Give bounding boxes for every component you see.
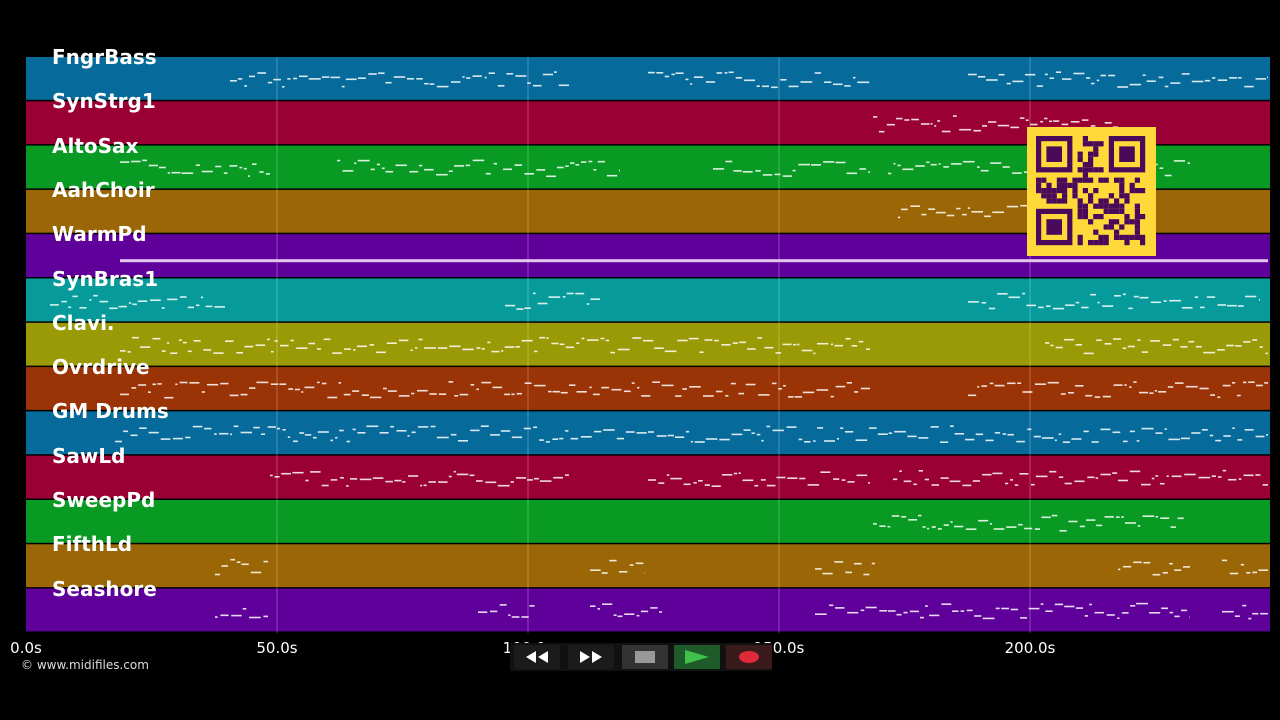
note-group [120,159,270,177]
note-group [215,608,268,619]
time-tick-label: 50.0s [256,639,298,657]
note-group [50,294,225,310]
note-group [968,381,1268,399]
track-lane [26,500,1270,543]
note-group [873,514,1184,532]
record-icon [739,651,759,663]
note-group [898,204,1029,219]
fast-forward-icon [580,651,602,663]
note-group [815,602,1190,620]
track-name-label: SynBras1 [52,266,159,291]
note-group [337,159,497,176]
copyright-text: © www.midifiles.com [21,658,149,672]
rewind-icon [526,651,548,663]
note-group [115,425,1268,443]
track-lane [26,57,1270,100]
note-group [1118,561,1190,576]
note-group [590,559,645,574]
track-name-label: AahChoir [52,177,155,202]
rewind-button[interactable] [514,645,560,669]
note-group [505,292,600,310]
note-group [893,469,1268,487]
note-group [1222,604,1268,620]
transport-controls [510,643,772,671]
track-name-label: Seashore [52,576,157,601]
stop-icon [635,651,655,663]
note-group [270,470,569,487]
note-group [215,558,268,576]
stop-button[interactable] [622,645,668,669]
note-group [815,561,875,576]
qr-code-image [1027,127,1156,256]
track-lane [26,278,1270,322]
record-button[interactable] [726,645,772,669]
note-group [968,71,1268,88]
note-group [120,381,870,399]
track-lane [26,455,1270,499]
fast-forward-button[interactable] [568,645,614,669]
note-group [648,71,870,89]
time-tick-label: 0.0s [10,639,42,657]
track-name-label: SynStrg1 [52,89,156,114]
note-group [968,292,1260,310]
note-group [230,71,569,88]
time-tick-label: 200.0s [1004,639,1056,657]
note-group [590,603,662,618]
note-group [1045,338,1268,355]
track-name-label: WarmPd [52,222,147,247]
track-name-label: AltoSax [52,133,139,158]
track-name-label: SweepPd [52,488,156,512]
track-lane [26,367,1270,410]
note-group [648,471,870,487]
track-name-label: GM Drums [52,399,169,424]
track-name-label: SawLd [52,443,126,468]
note-group [713,160,870,177]
note-group [120,259,1268,263]
track-name-label: FifthLd [52,532,133,557]
track-name-label: FngrBass [52,45,157,69]
track-lane [26,544,1270,588]
track-name-label: Clavi. [52,310,115,335]
track-lane [26,322,1270,366]
note-group [503,160,620,178]
note-group [478,604,535,618]
track-lane [26,588,1270,632]
play-icon [685,650,709,664]
note-group [120,336,870,355]
track-name-label: Ovrdrive [52,355,150,380]
play-button[interactable] [674,645,720,669]
note-group [1222,559,1268,575]
